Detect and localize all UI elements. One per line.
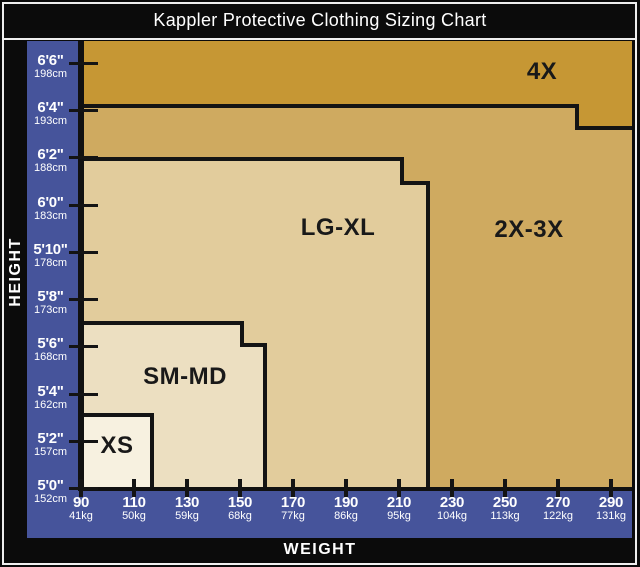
height-label-162cm: 5'4" 162cm <box>33 383 68 411</box>
title-separator <box>2 38 637 40</box>
weight-tick-90 <box>79 479 83 497</box>
height-label-152cm: 5'0" 152cm <box>33 477 68 505</box>
height-label-173cm: 5'8" 173cm <box>33 288 68 316</box>
weight-tick-250 <box>503 479 507 497</box>
weight-tick-110 <box>132 479 136 497</box>
height-tick-152cm <box>69 487 98 490</box>
weight-axis-band <box>27 491 632 538</box>
weight-tick-230 <box>450 479 454 497</box>
height-label-193cm: 6'4" 193cm <box>33 99 68 127</box>
region-boundary-xs <box>84 413 154 487</box>
height-tick-193cm <box>69 109 98 112</box>
region-boundary-4x <box>84 104 632 130</box>
chart-title: Kappler Protective Clothing Sizing Chart <box>153 10 487 30</box>
weight-label-190: 190 86kg <box>333 494 359 522</box>
weight-label-90: 90 41kg <box>69 494 93 522</box>
weight-label-230: 230 104kg <box>437 494 467 522</box>
height-tick-168cm <box>69 345 98 348</box>
height-tick-198cm <box>69 62 98 65</box>
region-boundary-lg-xl <box>84 157 430 487</box>
weight-label-150: 150 68kg <box>227 494 253 522</box>
height-tick-157cm <box>69 440 98 443</box>
region-label-lg-xl: LG-XL <box>300 214 376 241</box>
height-label-178cm: 5'10" 178cm <box>33 241 68 269</box>
height-tick-162cm <box>69 393 98 396</box>
weight-label-170: 170 77kg <box>280 494 306 522</box>
height-label-198cm: 6'6" 198cm <box>33 52 68 80</box>
height-label-183cm: 6'0" 183cm <box>33 194 68 222</box>
weight-label-130: 130 59kg <box>174 494 200 522</box>
region-xs <box>84 415 152 487</box>
height-tick-188cm <box>69 156 98 159</box>
weight-label-210: 210 95kg <box>386 494 412 522</box>
height-tick-183cm <box>69 204 98 207</box>
size-regions-graphic <box>84 41 632 487</box>
weight-label-290: 290 131kg <box>596 494 626 522</box>
weight-label-250: 250 113kg <box>490 494 520 522</box>
weight-tick-270 <box>556 479 560 497</box>
region-label-xs: XS <box>100 432 134 459</box>
weight-tick-170 <box>291 479 295 497</box>
weight-axis-title: WEIGHT <box>283 541 357 558</box>
height-tick-173cm <box>69 298 98 301</box>
region-label-4x: 4X <box>526 58 558 85</box>
weight-tick-290 <box>609 479 613 497</box>
weight-tick-210 <box>397 479 401 497</box>
weight-label-110: 110 50kg <box>122 494 146 522</box>
height-tick-178cm <box>69 251 98 254</box>
weight-label-270: 270 122kg <box>543 494 573 522</box>
height-label-168cm: 5'6" 168cm <box>33 335 68 363</box>
height-axis-title: HEIGHT <box>7 237 24 307</box>
region-label-sm-md: SM-MD <box>143 363 227 390</box>
weight-tick-150 <box>238 479 242 497</box>
weight-tick-130 <box>185 479 189 497</box>
weight-tick-190 <box>344 479 348 497</box>
region-boundary-sm-md <box>84 321 267 487</box>
region-label-2x-3x: 2X-3X <box>494 216 564 243</box>
height-label-188cm: 6'2" 188cm <box>33 146 68 174</box>
plot-area: 2X-3X 4X LG-XL SM-MD XS <box>69 41 632 497</box>
region-4x <box>84 41 632 128</box>
height-label-157cm: 5'2" 157cm <box>33 430 68 458</box>
height-axis-band <box>27 41 78 538</box>
